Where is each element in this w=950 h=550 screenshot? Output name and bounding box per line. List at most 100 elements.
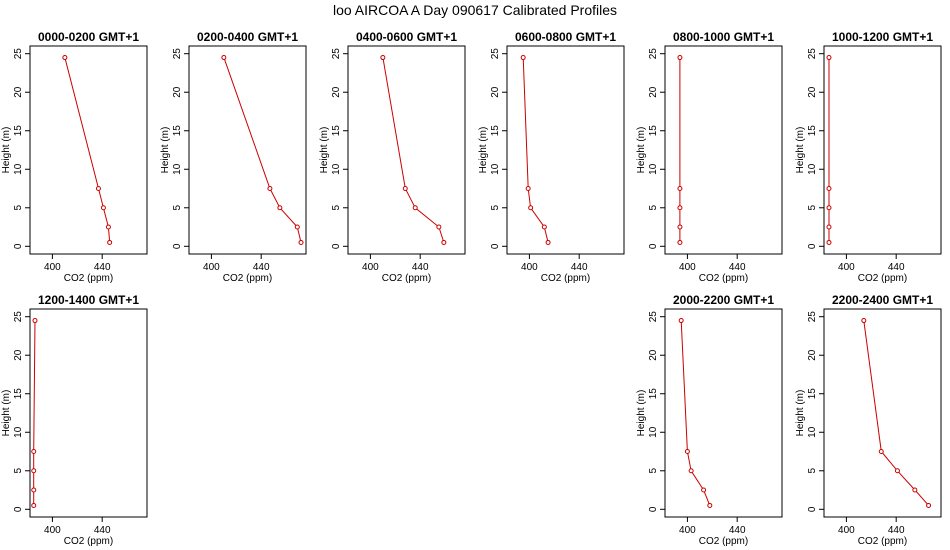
data-point: [441, 239, 447, 245]
x-tick-label: 440: [253, 262, 270, 273]
plot-frame: [664, 45, 783, 255]
data-point: [95, 186, 101, 192]
plot-frame: [188, 45, 307, 255]
y-tick-label: 5: [807, 468, 818, 474]
y-axis-label: Height (m): [795, 390, 806, 437]
panel-title: 2000-2200 GMT+1: [673, 293, 774, 307]
data-point: [707, 502, 713, 508]
data-point: [677, 239, 683, 245]
series-line: [33, 320, 36, 506]
plot-frame: [29, 308, 148, 518]
data-point: [826, 186, 832, 192]
x-tick-label: 400: [521, 262, 538, 273]
y-tick-label: 0: [807, 243, 818, 249]
y-axis-label: Height (m): [636, 390, 647, 437]
y-tick-label: 25: [13, 48, 24, 60]
data-point: [677, 55, 683, 61]
data-point: [688, 468, 694, 474]
page-title: loo AIRCOA A Day 090617 Calibrated Profi…: [332, 2, 618, 18]
x-tick-label: 440: [412, 262, 429, 273]
series-line: [382, 57, 445, 243]
data-point: [298, 239, 304, 245]
x-tick-label: 400: [44, 525, 61, 536]
panel-title: 0000-0200 GMT+1: [38, 30, 139, 44]
y-tick-label: 10: [807, 426, 818, 438]
x-axis-label: CO2 (ppm): [699, 536, 748, 547]
data-point: [677, 186, 683, 192]
data-point: [105, 224, 111, 230]
y-tick-label: 15: [648, 125, 659, 137]
data-point: [826, 224, 832, 230]
y-tick-label: 25: [807, 311, 818, 323]
x-axis-label: CO2 (ppm): [858, 536, 907, 547]
y-tick-label: 0: [331, 243, 342, 249]
y-tick-label: 10: [648, 426, 659, 438]
data-point: [926, 502, 932, 508]
x-tick-label: 400: [362, 262, 379, 273]
y-tick-label: 10: [807, 163, 818, 175]
y-axis-label: Height (m): [1, 390, 12, 437]
y-tick-label: 5: [172, 205, 183, 211]
data-point: [277, 205, 283, 211]
series-line: [522, 57, 549, 243]
y-tick-label: 25: [807, 48, 818, 60]
data-point: [528, 205, 534, 211]
plot-frame: [506, 45, 625, 255]
panel-title: 0200-0400 GMT+1: [197, 30, 298, 44]
data-point: [294, 224, 300, 230]
y-tick-label: 10: [331, 163, 342, 175]
series-line: [680, 320, 711, 506]
data-point: [912, 487, 918, 493]
y-tick-label: 20: [648, 349, 659, 361]
x-tick-label: 400: [679, 262, 696, 273]
y-tick-label: 20: [648, 86, 659, 98]
y-tick-label: 20: [490, 86, 501, 98]
series-line: [863, 320, 929, 506]
data-point: [267, 186, 273, 192]
y-tick-label: 5: [331, 205, 342, 211]
y-tick-label: 20: [807, 349, 818, 361]
y-tick-label: 0: [648, 506, 659, 512]
panel-title: 0400-0600 GMT+1: [356, 30, 457, 44]
data-point: [878, 449, 884, 455]
x-tick-label: 440: [729, 262, 746, 273]
y-tick-label: 15: [13, 388, 24, 400]
x-tick-label: 440: [888, 525, 905, 536]
data-point: [402, 186, 408, 192]
y-tick-label: 0: [13, 243, 24, 249]
panel-title: 2200-2400 GMT+1: [832, 293, 933, 307]
y-tick-label: 0: [648, 243, 659, 249]
y-tick-label: 25: [490, 48, 501, 60]
panel-title: 1000-1200 GMT+1: [832, 30, 933, 44]
x-tick-label: 400: [838, 525, 855, 536]
x-axis-label: CO2 (ppm): [858, 273, 907, 284]
x-tick-label: 440: [94, 525, 111, 536]
y-tick-label: 20: [13, 86, 24, 98]
y-axis-label: Height (m): [636, 127, 647, 174]
y-tick-label: 0: [172, 243, 183, 249]
x-tick-label: 400: [203, 262, 220, 273]
y-tick-label: 5: [648, 205, 659, 211]
panel-title: 1200-1400 GMT+1: [38, 293, 139, 307]
y-axis-label: Height (m): [160, 127, 171, 174]
y-tick-label: 20: [807, 86, 818, 98]
y-tick-label: 25: [648, 48, 659, 60]
y-tick-label: 25: [13, 311, 24, 323]
y-axis-label: Height (m): [478, 127, 489, 174]
data-point: [826, 205, 832, 211]
data-point: [31, 487, 37, 493]
x-tick-label: 440: [571, 262, 588, 273]
data-point: [520, 55, 526, 61]
y-tick-label: 15: [807, 125, 818, 137]
y-tick-label: 10: [172, 163, 183, 175]
data-point: [894, 468, 900, 474]
data-point: [541, 224, 547, 230]
